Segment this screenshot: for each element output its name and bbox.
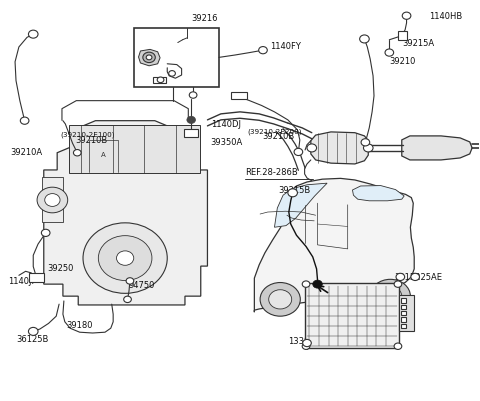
Circle shape [28,31,38,39]
Circle shape [361,140,370,146]
Bar [42,178,63,223]
Circle shape [117,251,134,265]
Circle shape [157,78,164,83]
Text: 1125AE: 1125AE [410,272,442,281]
Polygon shape [44,122,207,305]
Text: 1140HB: 1140HB [429,12,462,21]
Text: (39210-2E200): (39210-2E200) [247,128,302,134]
Text: 39150: 39150 [394,272,420,281]
Polygon shape [402,137,472,160]
Text: 27350E: 27350E [180,59,212,68]
Bar [184,130,198,138]
Bar [401,298,406,303]
Text: 94750: 94750 [129,280,156,289]
Polygon shape [311,133,368,164]
Text: 1140JF: 1140JF [8,277,36,286]
Bar [401,318,406,322]
Bar [134,28,219,88]
Text: 1140EJ: 1140EJ [139,75,167,83]
Circle shape [146,56,152,61]
Circle shape [143,53,156,63]
Bar [398,32,407,41]
Text: 39210: 39210 [389,57,416,66]
Text: 39210B: 39210B [262,132,294,141]
Circle shape [168,71,175,77]
Circle shape [259,47,267,55]
Circle shape [379,287,402,306]
Circle shape [189,93,197,99]
Polygon shape [352,186,404,201]
Circle shape [73,150,81,156]
Circle shape [363,144,373,152]
Circle shape [360,36,369,44]
Circle shape [269,290,292,309]
Polygon shape [275,184,327,228]
Circle shape [394,281,402,288]
Bar [401,311,406,316]
Text: 39215A: 39215A [403,39,435,49]
Bar [399,295,414,332]
Text: 39210B: 39210B [75,135,108,144]
Circle shape [260,283,300,316]
Circle shape [307,144,317,152]
Bar [401,324,406,328]
Circle shape [126,278,134,284]
Circle shape [411,273,420,281]
Circle shape [41,230,50,237]
Polygon shape [139,50,160,67]
Polygon shape [254,179,414,312]
Circle shape [302,343,310,350]
Circle shape [294,149,303,156]
Text: 22342C: 22342C [153,46,185,55]
Bar [401,305,406,309]
Circle shape [394,343,402,350]
Circle shape [187,117,195,124]
Bar [29,273,44,282]
Text: 36125B: 36125B [16,334,48,343]
Text: 1338BA: 1338BA [288,336,321,345]
Text: A: A [101,152,106,158]
Circle shape [124,296,132,303]
Text: 1140FY: 1140FY [270,42,300,51]
Text: 39350A: 39350A [210,138,242,147]
Circle shape [370,279,410,313]
Text: 39110: 39110 [332,291,359,300]
Circle shape [313,280,323,288]
Circle shape [45,194,60,207]
Circle shape [402,13,411,20]
Text: (39210-2E100): (39210-2E100) [60,131,115,138]
Circle shape [83,223,167,294]
Bar [69,126,200,173]
Circle shape [302,281,310,288]
Circle shape [20,118,29,125]
Text: 39215B: 39215B [278,186,311,194]
Text: 39210A: 39210A [10,147,42,156]
Circle shape [28,328,38,336]
Circle shape [37,188,68,213]
Circle shape [98,236,152,281]
Circle shape [303,340,312,347]
Text: 1140DJ: 1140DJ [211,119,241,128]
Text: REF.28-286B: REF.28-286B [245,167,298,176]
Bar [231,93,247,100]
Bar [305,284,399,348]
Circle shape [288,189,298,197]
Bar [153,77,166,84]
Text: 39250: 39250 [48,263,74,272]
Text: 39180: 39180 [67,320,93,329]
Circle shape [396,273,405,281]
Text: 39216: 39216 [191,14,217,23]
Circle shape [385,50,394,57]
